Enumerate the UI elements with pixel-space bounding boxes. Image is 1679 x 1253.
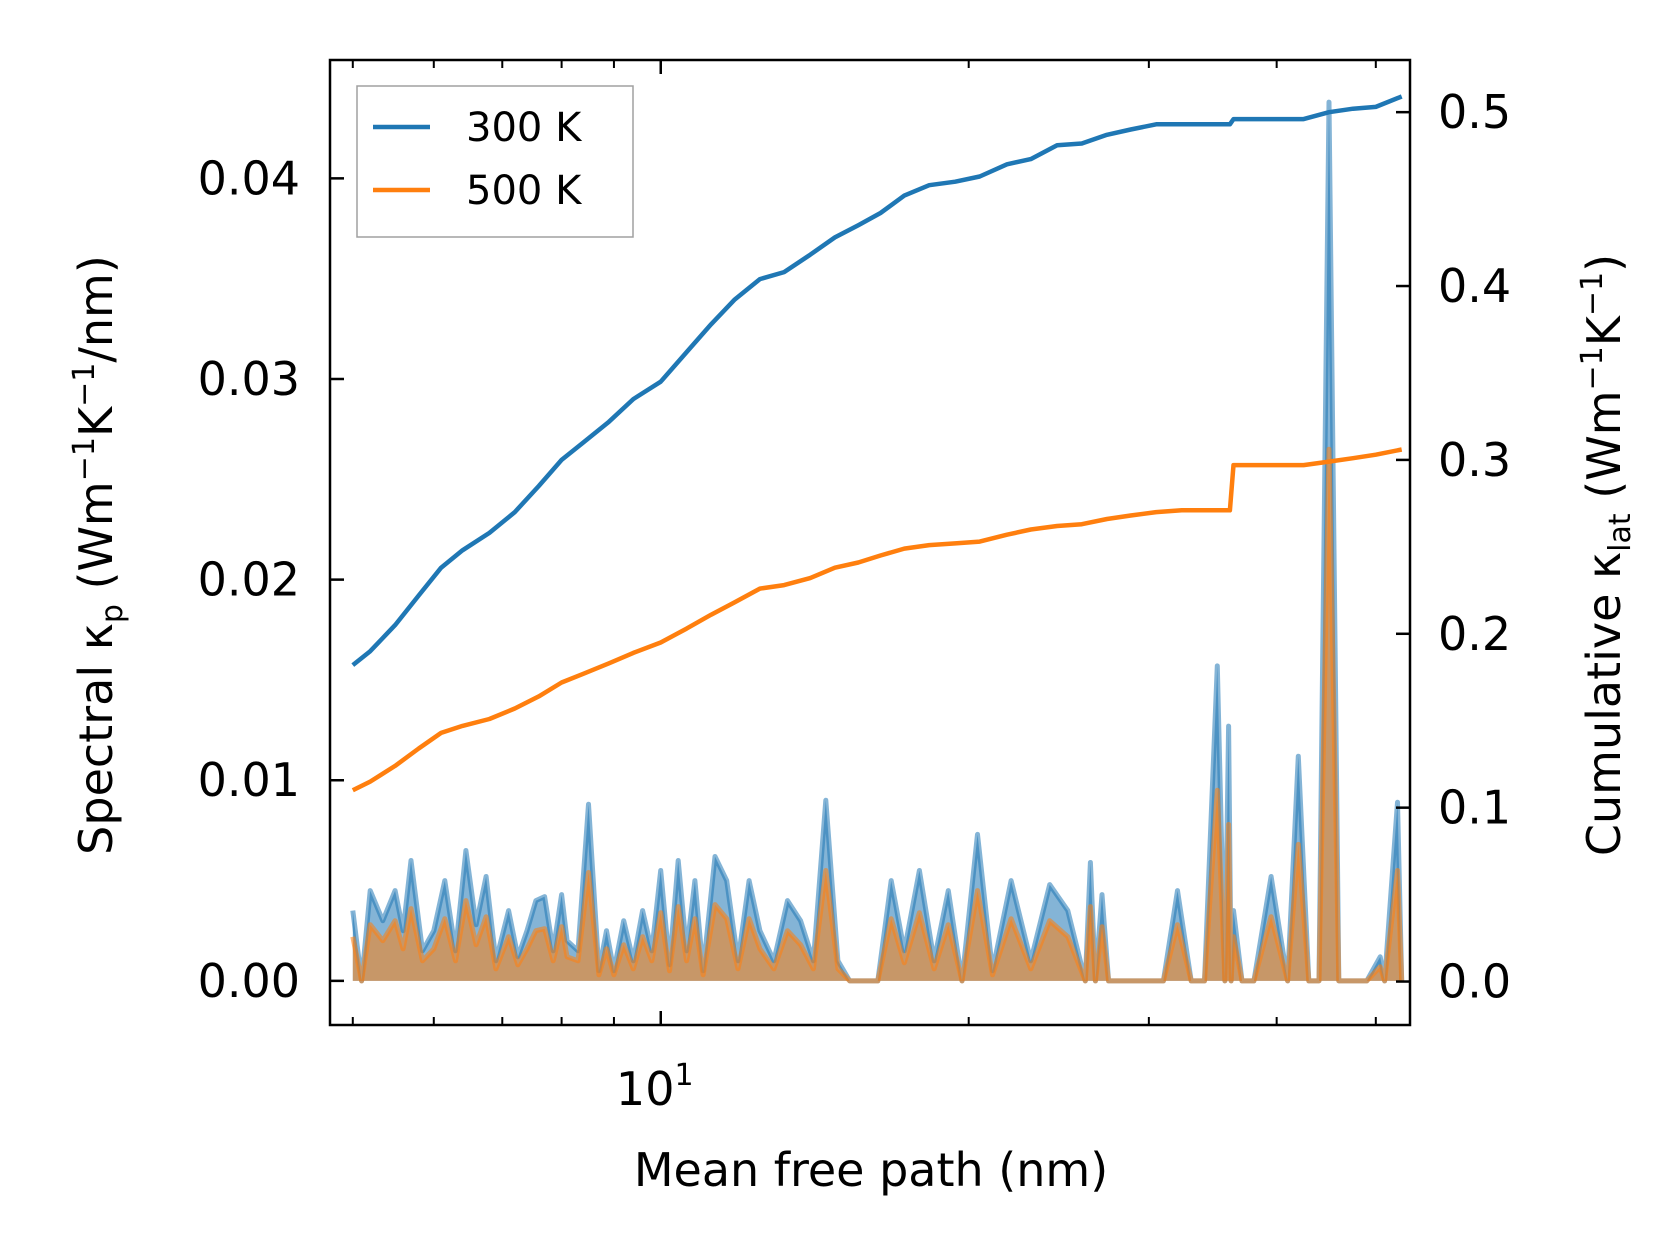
plot-frame [328,58,1412,1027]
y-right-tick-label: 0.5 [1438,85,1511,139]
y-right-tick-label: 0.1 [1438,781,1511,835]
legend: 300 K 500 K [356,85,634,238]
x-axis-title: Mean free path (nm) [634,1143,1108,1197]
y-left-tick-label: 0.03 [198,352,300,406]
legend-frame [356,85,634,238]
y-right-axis-title: Cumulative κlat (Wm−1K−1) [1575,254,1638,856]
y-left-tick-label: 0.02 [198,553,300,607]
y-right-tick-label: 0.2 [1438,607,1511,661]
spectral-area-500k [352,449,1402,981]
y-left-tick-label: 0.00 [198,954,300,1008]
spectral-line-500k [350,446,1405,984]
cumulative-line-500k [351,447,1403,793]
legend-label-500k: 500 K [466,168,583,214]
y-left-tick-label: 0.01 [198,753,300,807]
y-left-tick-label: 0.04 [198,151,300,205]
y-right-tick-label: 0.3 [1438,433,1511,487]
x-tick-label: 101 [616,1058,694,1116]
y-right-tick-label: 0.4 [1438,259,1511,313]
axes: 0.00 0.01 0.02 0.03 0.04 0.0 0.1 0.2 0.3 0.4 0.5 10… [198,58,1511,1116]
y-right-tick-label: 0.0 [1438,955,1511,1009]
cumulative-line-300k [351,94,1403,667]
plot-area [350,94,1405,984]
legend-label-300k: 300 K [466,105,583,151]
y-left-axis-title: Spectral κp (Wm−1K−1/nm) [67,255,130,855]
